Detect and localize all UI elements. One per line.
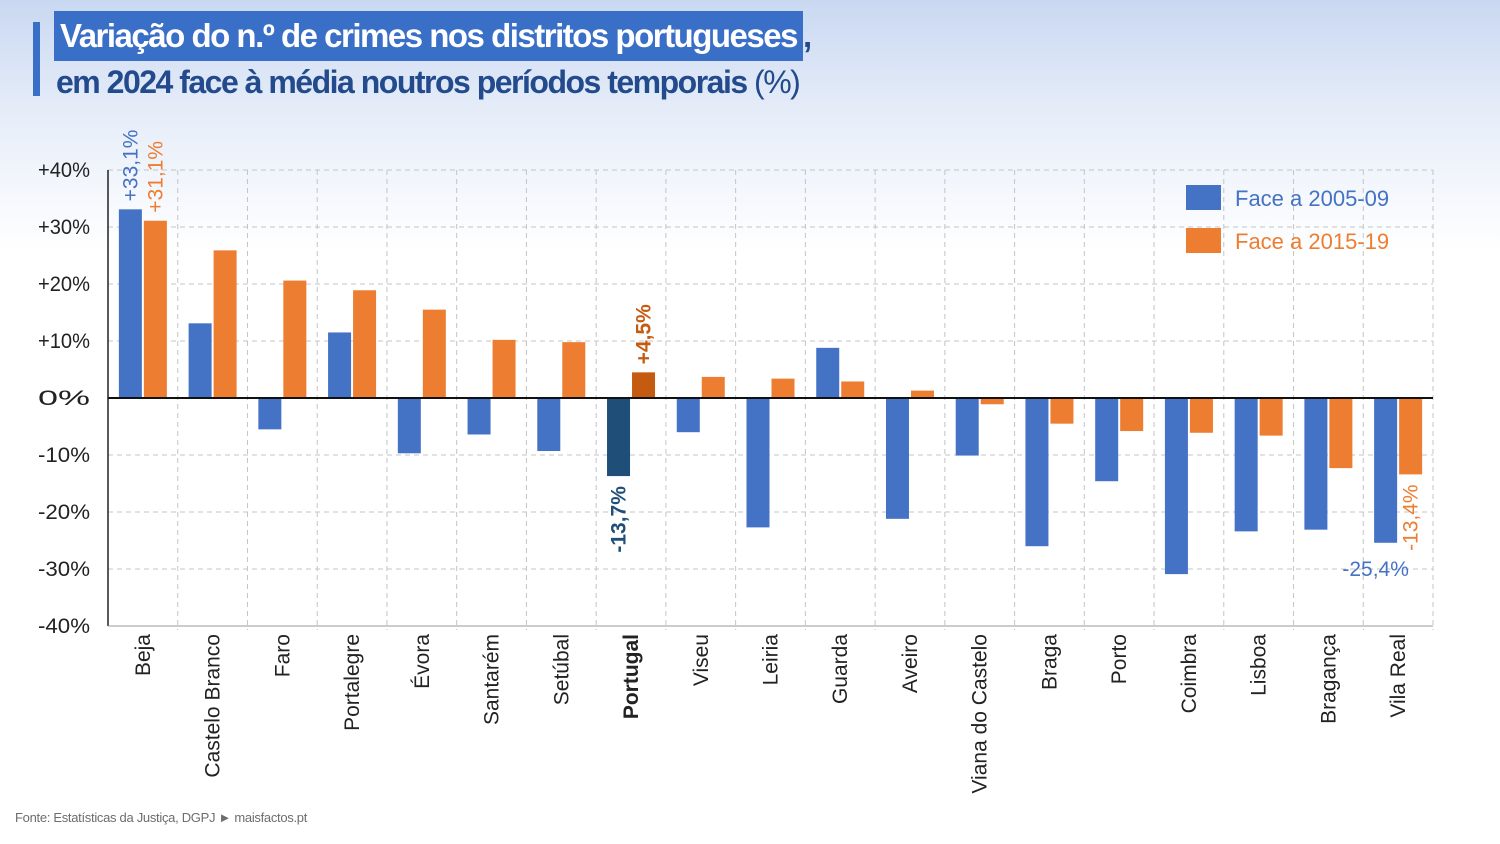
legend-swatch bbox=[1186, 185, 1221, 210]
category-label: Castelo Branco bbox=[202, 634, 225, 778]
bar-face-2015-19 bbox=[353, 290, 377, 398]
category-label: Porto bbox=[1108, 634, 1131, 684]
bar-face-2015-19 bbox=[143, 220, 167, 398]
bar-face-2015-19 bbox=[1050, 398, 1074, 424]
bar-face-2005-09 bbox=[1164, 398, 1188, 575]
y-tick-label: 0% bbox=[38, 387, 90, 410]
bar-face-2015-19 bbox=[1329, 398, 1353, 469]
category-label: Guarda bbox=[829, 634, 852, 704]
bar-face-2005-09 bbox=[955, 398, 979, 456]
source-note: Fonte: Estatísticas da Justiça, DGPJ ► m… bbox=[15, 810, 308, 825]
y-tick-label: +40% bbox=[38, 159, 90, 182]
category-label: Portugal bbox=[620, 634, 643, 719]
category-label: Beja bbox=[132, 634, 155, 676]
bar-face-2015-19 bbox=[213, 250, 237, 398]
title-accent-bar bbox=[33, 22, 40, 96]
y-tick-label: -40% bbox=[38, 615, 90, 638]
category-label: Setúbal bbox=[550, 634, 573, 705]
bar-face-2015-19 bbox=[283, 280, 307, 398]
bar-face-2005-09 bbox=[607, 398, 631, 477]
bar-face-2005-09 bbox=[1095, 398, 1119, 482]
bar-face-2005-09 bbox=[1304, 398, 1328, 530]
data-label: +4,5% bbox=[633, 304, 656, 364]
bar-face-2005-09 bbox=[328, 332, 352, 398]
category-label: Aveiro bbox=[899, 634, 922, 693]
data-label: +33,1% bbox=[119, 130, 142, 202]
data-label: -13,4% bbox=[1400, 484, 1423, 551]
bar-face-2015-19 bbox=[771, 378, 795, 398]
data-label: -13,7% bbox=[608, 486, 631, 553]
bar-face-2015-19 bbox=[1259, 398, 1283, 436]
bar-face-2015-19 bbox=[910, 390, 934, 398]
bar-face-2015-19 bbox=[1399, 398, 1423, 475]
chart-subtitle: em 2024 face à média noutros períodos te… bbox=[56, 60, 801, 104]
bar-face-2015-19 bbox=[492, 339, 516, 398]
legend-label: Face a 2015-19 bbox=[1235, 229, 1389, 254]
bar-face-2005-09 bbox=[397, 398, 421, 454]
bar-face-2005-09 bbox=[885, 398, 909, 519]
category-label: Portalegre bbox=[341, 634, 364, 731]
bar-face-2015-19 bbox=[1189, 398, 1213, 433]
bar-face-2015-19 bbox=[562, 342, 586, 398]
data-label: -25,4% bbox=[1342, 558, 1409, 581]
bar-face-2005-09 bbox=[118, 209, 142, 398]
y-tick-label: -30% bbox=[38, 558, 90, 581]
chart-subtitle-text: em 2024 face à média noutros períodos te… bbox=[56, 64, 748, 100]
y-tick-label: +10% bbox=[38, 330, 90, 353]
category-label: Faro bbox=[271, 634, 294, 677]
bar-face-2005-09 bbox=[746, 398, 770, 528]
category-label: Vila Real bbox=[1387, 634, 1410, 718]
bar-face-2015-19 bbox=[1120, 398, 1144, 432]
data-label: +31,1% bbox=[144, 141, 167, 213]
legend-swatch bbox=[1186, 228, 1221, 253]
category-label: Bragança bbox=[1317, 634, 1340, 724]
y-tick-label: -10% bbox=[38, 444, 90, 467]
chart-title-comma: , bbox=[802, 17, 812, 54]
category-label: Leiria bbox=[760, 634, 783, 686]
bar-face-2005-09 bbox=[816, 347, 840, 398]
category-label: Santarém bbox=[481, 634, 504, 725]
chart-subtitle-unit: (%) bbox=[754, 64, 801, 100]
bar-face-2005-09 bbox=[1025, 398, 1049, 547]
chart-title-highlight: Variação do n.º de crimes nos distritos … bbox=[54, 11, 803, 61]
bar-face-2015-19 bbox=[701, 376, 725, 398]
bar-face-2015-19 bbox=[632, 372, 656, 398]
category-label: Viseu bbox=[690, 634, 713, 686]
bar-face-2005-09 bbox=[1234, 398, 1258, 532]
chart-title: Variação do n.º de crimes nos distritos … bbox=[54, 11, 812, 61]
y-tick-label: -20% bbox=[38, 501, 90, 524]
bar-face-2005-09 bbox=[188, 323, 212, 398]
bar-face-2005-09 bbox=[1374, 398, 1398, 543]
bar-face-2015-19 bbox=[841, 381, 865, 398]
bar-face-2005-09 bbox=[258, 398, 282, 430]
category-label: Braga bbox=[1038, 634, 1061, 690]
bar-face-2015-19 bbox=[422, 309, 446, 398]
bar-face-2005-09 bbox=[537, 398, 561, 452]
bar-face-2005-09 bbox=[467, 398, 491, 435]
bar-face-2015-19 bbox=[980, 398, 1004, 405]
y-tick-label: +30% bbox=[38, 216, 90, 239]
category-label: Lisboa bbox=[1248, 634, 1271, 696]
category-label: Viana do Castelo bbox=[969, 634, 992, 794]
y-tick-label: +20% bbox=[38, 273, 90, 296]
category-label: Évora bbox=[411, 634, 434, 689]
legend-label: Face a 2005-09 bbox=[1235, 186, 1389, 211]
category-label: Coimbra bbox=[1178, 634, 1201, 714]
bar-face-2005-09 bbox=[676, 398, 700, 433]
